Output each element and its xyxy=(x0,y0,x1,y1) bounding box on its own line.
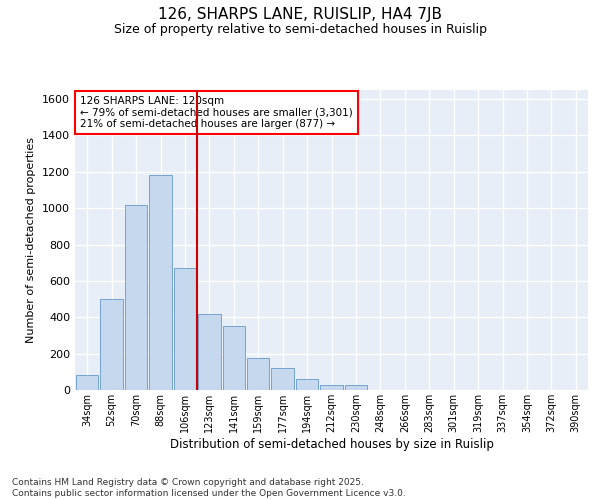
Text: 126 SHARPS LANE: 120sqm
← 79% of semi-detached houses are smaller (3,301)
21% of: 126 SHARPS LANE: 120sqm ← 79% of semi-de… xyxy=(80,96,353,129)
Bar xyxy=(223,326,245,390)
Text: Contains HM Land Registry data © Crown copyright and database right 2025.
Contai: Contains HM Land Registry data © Crown c… xyxy=(12,478,406,498)
Bar xyxy=(198,314,221,390)
Bar xyxy=(296,379,319,390)
Bar xyxy=(125,204,148,390)
Text: Size of property relative to semi-detached houses in Ruislip: Size of property relative to semi-detach… xyxy=(113,22,487,36)
Bar xyxy=(100,299,123,390)
Bar xyxy=(76,376,98,390)
Bar xyxy=(320,384,343,390)
Bar xyxy=(344,386,367,390)
Bar xyxy=(149,176,172,390)
Text: 126, SHARPS LANE, RUISLIP, HA4 7JB: 126, SHARPS LANE, RUISLIP, HA4 7JB xyxy=(158,8,442,22)
X-axis label: Distribution of semi-detached houses by size in Ruislip: Distribution of semi-detached houses by … xyxy=(170,438,493,450)
Bar xyxy=(271,368,294,390)
Bar xyxy=(173,268,196,390)
Bar xyxy=(247,358,269,390)
Y-axis label: Number of semi-detached properties: Number of semi-detached properties xyxy=(26,137,37,343)
